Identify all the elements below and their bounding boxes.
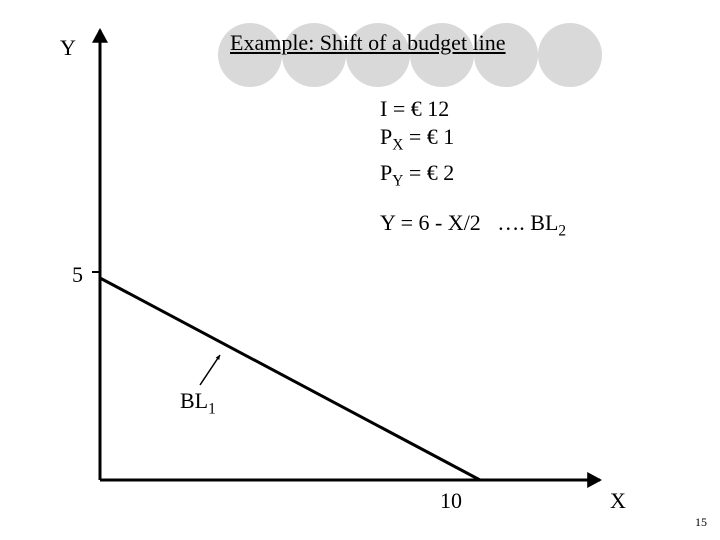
parameter-block: I = € 12PX = € 1PY = € 2 xyxy=(380,95,454,196)
budget-line-diagram: { "canvas": { "w": 720, "h": 540, "bg": … xyxy=(0,0,720,540)
equation-label: Y = 6 - X/2 …. BL2 xyxy=(380,210,566,240)
bl1-label: BL1 xyxy=(180,388,216,418)
page-number: 15 xyxy=(695,515,707,530)
x-tick-10-label: 10 xyxy=(440,488,462,514)
axes-and-lines xyxy=(0,0,720,540)
y-axis-label: Y xyxy=(60,35,76,61)
x-axis-label: X xyxy=(610,488,626,514)
diagram-title: Example: Shift of a budget line xyxy=(230,30,506,56)
y-tick-5-label: 5 xyxy=(72,262,83,288)
